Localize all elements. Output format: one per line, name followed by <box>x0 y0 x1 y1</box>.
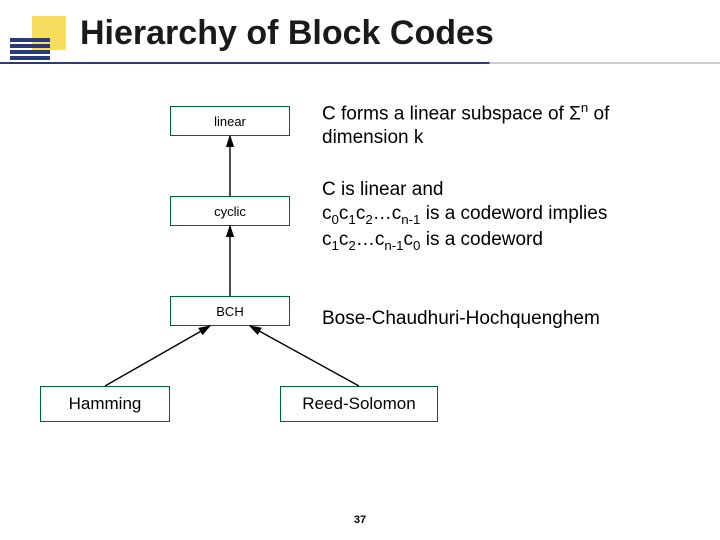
node-rs-label: Reed-Solomon <box>302 394 415 414</box>
node-hamming-label: Hamming <box>69 394 142 414</box>
slide-logo <box>10 10 70 70</box>
node-linear: linear <box>170 106 290 136</box>
node-hamming: Hamming <box>40 386 170 422</box>
desc-linear-pre: C forms a linear subspace of <box>322 103 569 124</box>
desc-cyclic: C is linear and c0c1c2…cn-1 is a codewor… <box>322 178 702 255</box>
desc-bch: Bose-Chaudhuri-Hochquenghem <box>322 307 702 331</box>
node-cyclic-label: cyclic <box>214 204 246 219</box>
node-linear-label: linear <box>214 114 246 129</box>
node-bch-label: BCH <box>216 304 243 319</box>
desc-linear: C forms a linear subspace of Σn of dimen… <box>322 100 692 150</box>
node-bch: BCH <box>170 296 290 326</box>
node-cyclic: cyclic <box>170 196 290 226</box>
desc-cyclic-l1: C is linear and <box>322 178 702 202</box>
desc-cyclic-l2: c0c1c2…cn-1 is a codeword implies <box>322 202 702 228</box>
desc-cyclic-l3: c1c2…cn-1c0 is a codeword <box>322 228 702 254</box>
edges-layer <box>0 0 720 540</box>
title-underline <box>0 62 720 64</box>
desc-linear-sigma: Σ <box>569 103 581 124</box>
page-number: 37 <box>0 514 720 526</box>
logo-bars <box>10 38 50 62</box>
slide-title: Hierarchy of Block Codes <box>80 14 494 53</box>
node-reed-solomon: Reed-Solomon <box>280 386 438 422</box>
